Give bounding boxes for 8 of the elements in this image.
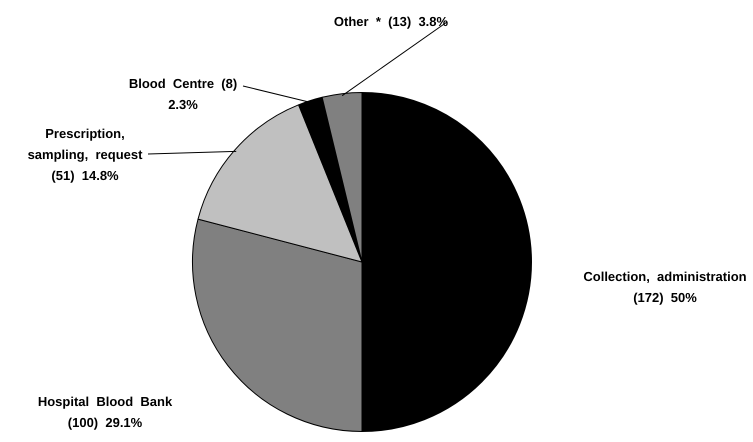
slice-label: Prescription, sampling, request — [28, 126, 144, 162]
slice-label: Blood Centre (8) 2.3% — [128, 76, 238, 112]
slice-label: Other * (13) 3.8% — [334, 14, 449, 29]
data-label: (172) 50% — [633, 290, 698, 305]
slice-label: Collection, administration — [583, 269, 747, 284]
slice-label: Hospital Blood Bank — [38, 394, 173, 409]
data-label: (100) 29.1% — [68, 415, 143, 430]
data-label: (51) 14.8% — [51, 168, 120, 183]
